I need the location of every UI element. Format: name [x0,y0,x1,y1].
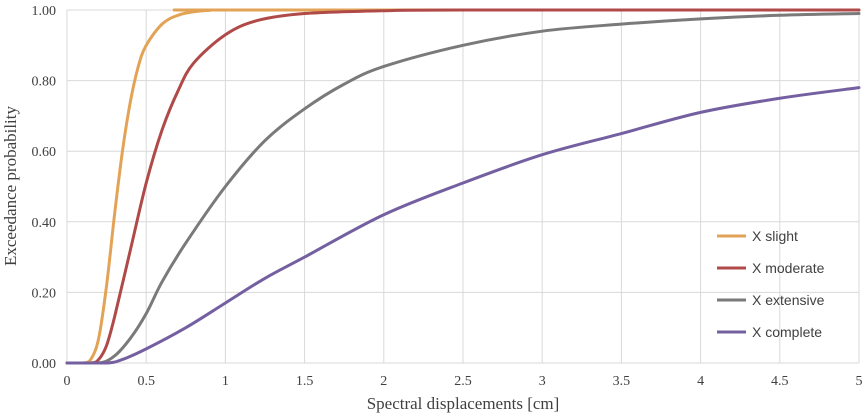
x-tick-label: 3.5 [613,374,631,389]
x-tick-label: 2 [380,374,387,389]
x-tick-label: 0.5 [137,374,155,389]
series-line-x-complete [65,86,861,365]
legend-label-x-complete: X complete [752,324,822,340]
legend-label-x-moderate: X moderate [752,260,825,276]
y-tick-label: 0.20 [32,286,57,301]
x-tick-label: 4 [697,374,704,389]
x-tick-label: 3 [539,374,546,389]
x-tick-label: 5 [856,374,863,389]
y-tick-label: 1.00 [32,4,57,19]
x-tick-label: 0 [64,374,71,389]
legend-label-x-extensive: X extensive [752,292,825,308]
y-tick-label: 0.00 [32,357,57,372]
series-line-x-slight [65,8,861,365]
series-line-x-moderate [65,8,861,365]
y-tick-label: 0.40 [32,216,57,231]
x-tick-labels: 0 0.5 1 1.5 2 2.5 3 3.5 4 4.5 5 [64,374,863,389]
x-tick-label: 4.5 [771,374,789,389]
series-lines [65,8,861,365]
x-tick-label: 2.5 [454,374,472,389]
legend-label-x-slight: X slight [752,228,798,244]
x-tick-label: 1.5 [296,374,314,389]
x-axis-title: Spectral displacements [cm] [367,394,560,413]
y-axis-title: Exceedance probability [1,106,20,267]
legend: X slight X moderate X extensive X complete [717,228,825,340]
y-tick-label: 0.60 [32,145,57,160]
y-tick-label: 0.80 [32,75,57,90]
x-tick-label: 1 [222,374,229,389]
grid-lines [66,9,860,364]
y-tick-labels: 0.00 0.20 0.40 0.60 0.80 1.00 [32,4,57,372]
series-line-x-extensive [65,12,861,365]
